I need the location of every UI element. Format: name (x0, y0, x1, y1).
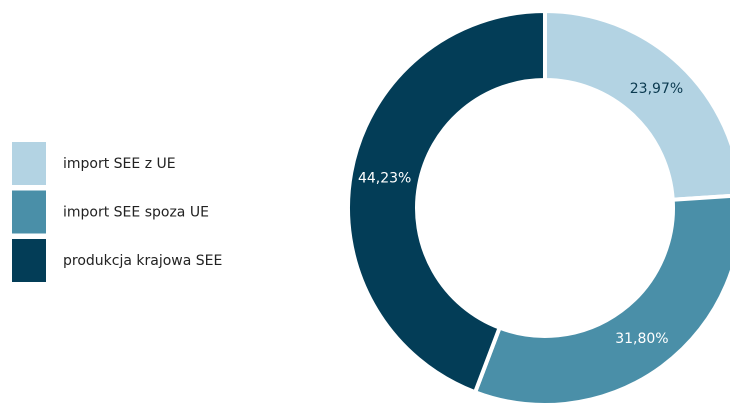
legend-swatch (12, 142, 46, 185)
legend-label: import SEE z UE (63, 156, 176, 172)
donut-slice (472, 194, 730, 404)
legend-swatch (12, 190, 46, 234)
slice-label: 31,80% (615, 331, 668, 347)
legend-swatch (12, 239, 46, 282)
legend-label: import SEE spoza UE (63, 205, 209, 221)
slice-label: 44,23% (358, 171, 411, 187)
donut-slice (346, 8, 547, 395)
donut-slice (543, 8, 730, 202)
legend-label: produkcja krajowa SEE (63, 253, 222, 269)
slice-label: 23,97% (630, 81, 683, 97)
